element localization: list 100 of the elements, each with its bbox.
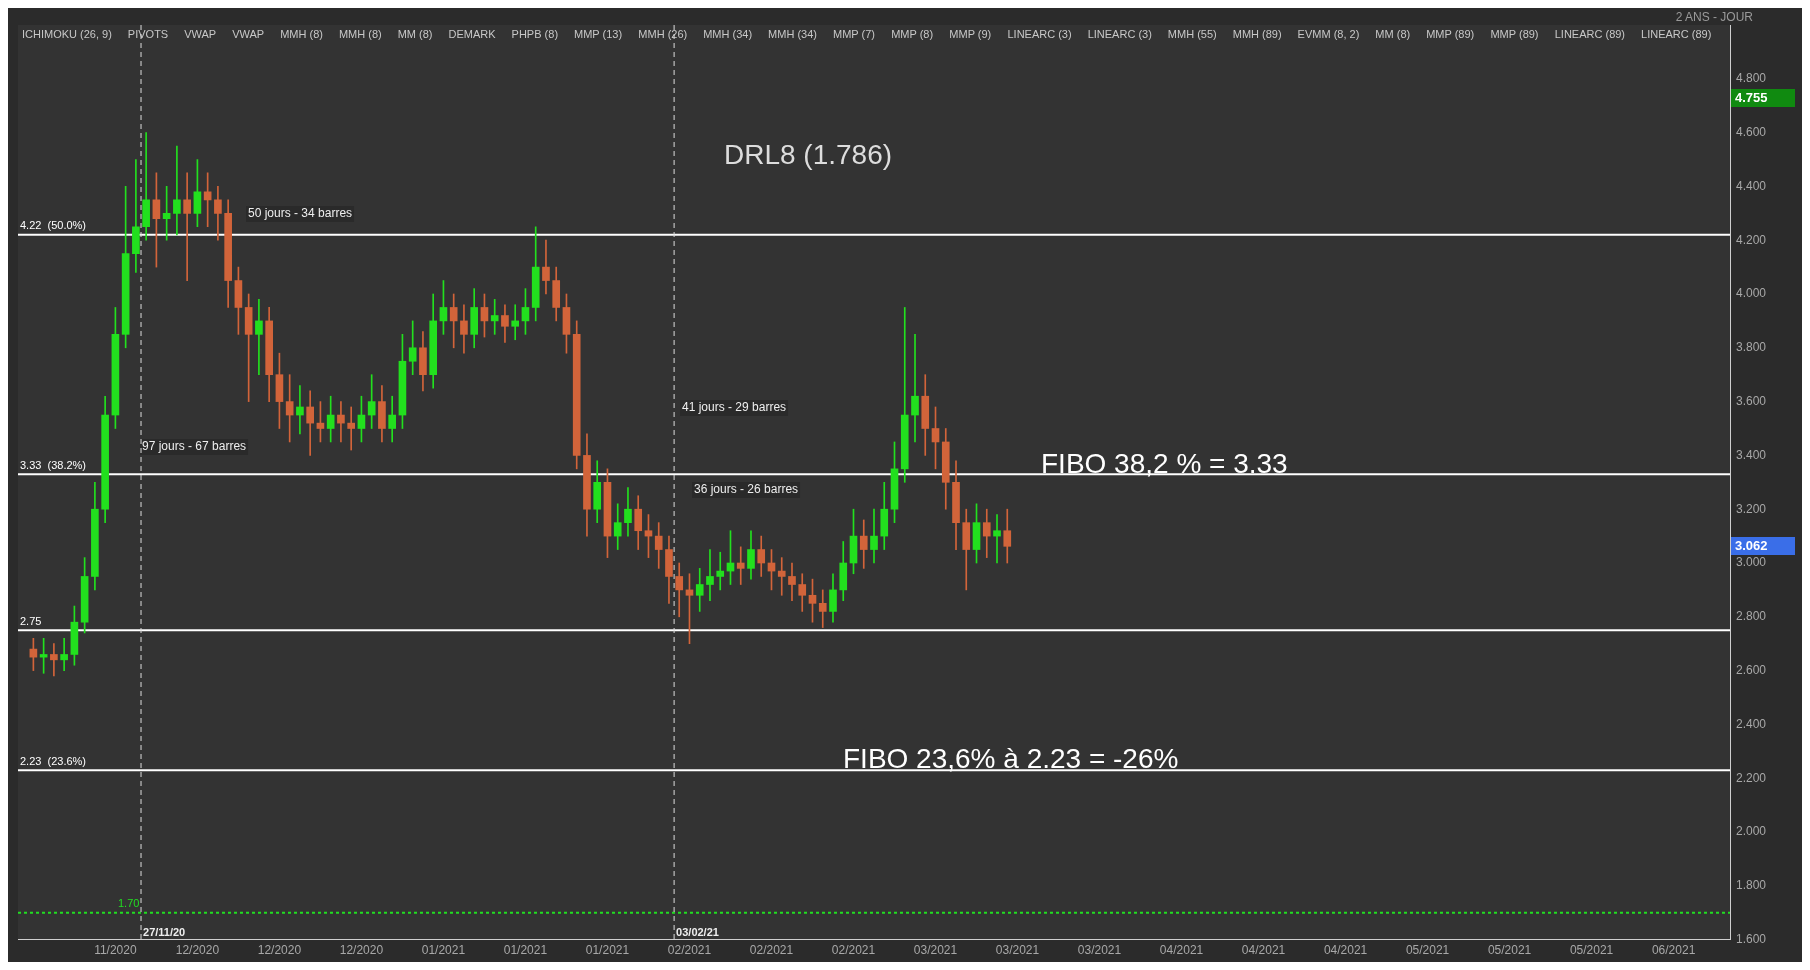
x-tick-label: 04/2021 <box>1323 943 1368 958</box>
y-tick-label: 2.000 <box>1736 824 1767 839</box>
y-tick-label: 3.800 <box>1736 340 1767 355</box>
annotation: MM (8) <box>397 28 433 41</box>
annotation: LINEARC (3) <box>1087 28 1152 41</box>
y-tick-label: 2.200 <box>1736 770 1767 785</box>
annotation: 03/02/21 <box>676 926 719 939</box>
candlestick <box>132 159 140 273</box>
annotation: FIBO 38,2 % = 3.33 <box>1041 447 1288 479</box>
annotation: LINEARC (89) <box>1554 28 1626 41</box>
annotation: ICHIMOKU (26, 9) <box>22 28 112 41</box>
candlestick <box>818 589 827 628</box>
x-tick-label: 05/2021 <box>1487 943 1532 958</box>
candlestick <box>911 334 919 443</box>
annotation: MMH (8) <box>338 28 382 41</box>
annotation: DEMARK <box>448 28 497 41</box>
x-tick-label: 01/2021 <box>585 943 630 958</box>
x-tick-label: 01/2021 <box>503 943 548 958</box>
candlestick <box>60 637 68 671</box>
candlestick <box>142 132 150 241</box>
x-tick-label: 05/2021 <box>1405 943 1450 958</box>
annotation: MMH (26) <box>638 28 688 41</box>
text: 4.755 <box>1735 89 1768 105</box>
annotation: 50 jours - 34 barres <box>248 206 353 221</box>
x-tick-label: 02/2021 <box>749 943 794 958</box>
text: 2 ANS - JOUR <box>1675 10 1754 25</box>
text: 3.062 <box>1735 537 1768 553</box>
annotation: EVMM (8, 2) <box>1297 28 1360 41</box>
ref-line-label: 4.22 (50.0%) <box>20 219 87 232</box>
candlestick <box>347 406 355 451</box>
annotation: MMP (8) <box>891 28 934 41</box>
y-tick-label: 2.800 <box>1736 609 1767 624</box>
x-tick-label: 02/2021 <box>667 943 712 958</box>
candlestick <box>306 390 314 456</box>
candlestick <box>173 145 181 236</box>
ref-line-label: 3.33 (38.2%) <box>20 458 87 471</box>
candlestick <box>337 401 345 443</box>
annotation: LINEARC (3) <box>1007 28 1072 41</box>
candlestick <box>706 549 714 601</box>
candlestick <box>511 304 520 341</box>
annotation: MMH (55) <box>1167 28 1217 41</box>
annotation: DRL8 (1.786) <box>724 138 893 170</box>
y-tick-label: 3.400 <box>1736 447 1767 462</box>
x-tick-label: 03/2021 <box>913 943 958 958</box>
annotation: MMH (89) <box>1232 28 1282 41</box>
x-tick-label: 02/2021 <box>831 943 876 958</box>
y-tick-label: 4.800 <box>1736 71 1767 86</box>
x-tick-label: 12/2020 <box>175 943 220 958</box>
x-tick-label: 01/2021 <box>421 943 466 958</box>
candlestick <box>296 385 304 435</box>
annotation: PIVOTS <box>127 28 169 41</box>
candlestick <box>214 186 222 241</box>
ref-line-label: 2.75 <box>20 614 42 627</box>
y-tick-label: 3.600 <box>1736 393 1767 408</box>
annotation: 41 jours - 29 barres <box>682 400 787 415</box>
candlestick <box>716 551 725 591</box>
y-tick-label: 4.600 <box>1736 124 1767 139</box>
x-tick-label: 04/2021 <box>1159 943 1204 958</box>
x-tick-label: 06/2021 <box>1651 943 1696 958</box>
annotation: MMP (89) <box>1426 28 1475 41</box>
annotation: MMH (34) <box>768 28 817 41</box>
y-tick-label: 1.600 <box>1736 931 1767 946</box>
candlestick <box>50 643 58 677</box>
y-tick-label: 2.600 <box>1736 662 1767 677</box>
x-tick-label: 04/2021 <box>1241 943 1286 958</box>
candlestick <box>490 299 499 335</box>
annotation: 97 jours - 67 barres <box>142 439 247 454</box>
annotation: MMH (8) <box>280 28 323 41</box>
y-tick-label: 3.000 <box>1736 555 1767 570</box>
y-tick-label: 4.200 <box>1736 232 1767 247</box>
y-tick-label: 3.200 <box>1736 501 1767 516</box>
y-tick-label: 1.800 <box>1736 878 1767 893</box>
x-tick-label: 11/2020 <box>94 943 137 958</box>
candlestick <box>777 557 786 596</box>
annotation: MMP (9) <box>949 28 992 41</box>
annotation: MMH (34) <box>703 28 753 41</box>
y-tick-label: 2.400 <box>1736 716 1767 731</box>
annotation: 36 jours - 26 barres <box>694 482 799 497</box>
x-tick-label: 05/2021 <box>1569 943 1614 958</box>
ref-line-label: 2.23 (23.6%) <box>20 754 87 767</box>
annotation: FIBO 23,6% à 2.23 = -26% <box>843 742 1179 774</box>
ref-line-label: 1.70 <box>118 897 140 910</box>
candlestick <box>367 374 376 429</box>
x-tick-label: 12/2020 <box>339 943 384 958</box>
annotation: VWAP <box>232 28 265 41</box>
candlestick <box>736 546 745 585</box>
x-tick-label: 03/2021 <box>1077 943 1122 958</box>
annotation: PHPB (8) <box>511 28 559 41</box>
x-tick-label: 12/2020 <box>257 943 302 958</box>
y-tick-label: 4.400 <box>1736 178 1767 193</box>
annotation: MMP (89) <box>1490 28 1539 41</box>
annotation: 27/11/20 <box>143 926 186 939</box>
y-tick-label: 4.000 <box>1736 286 1767 301</box>
annotation: MM (8) <box>1375 28 1411 41</box>
candlestick <box>788 562 796 601</box>
annotation: VWAP <box>184 28 217 41</box>
candlestick <box>255 299 263 376</box>
candlestick <box>993 514 1001 564</box>
x-tick-label: 03/2021 <box>995 943 1040 958</box>
annotation: LINEARC (89) <box>1641 28 1712 41</box>
